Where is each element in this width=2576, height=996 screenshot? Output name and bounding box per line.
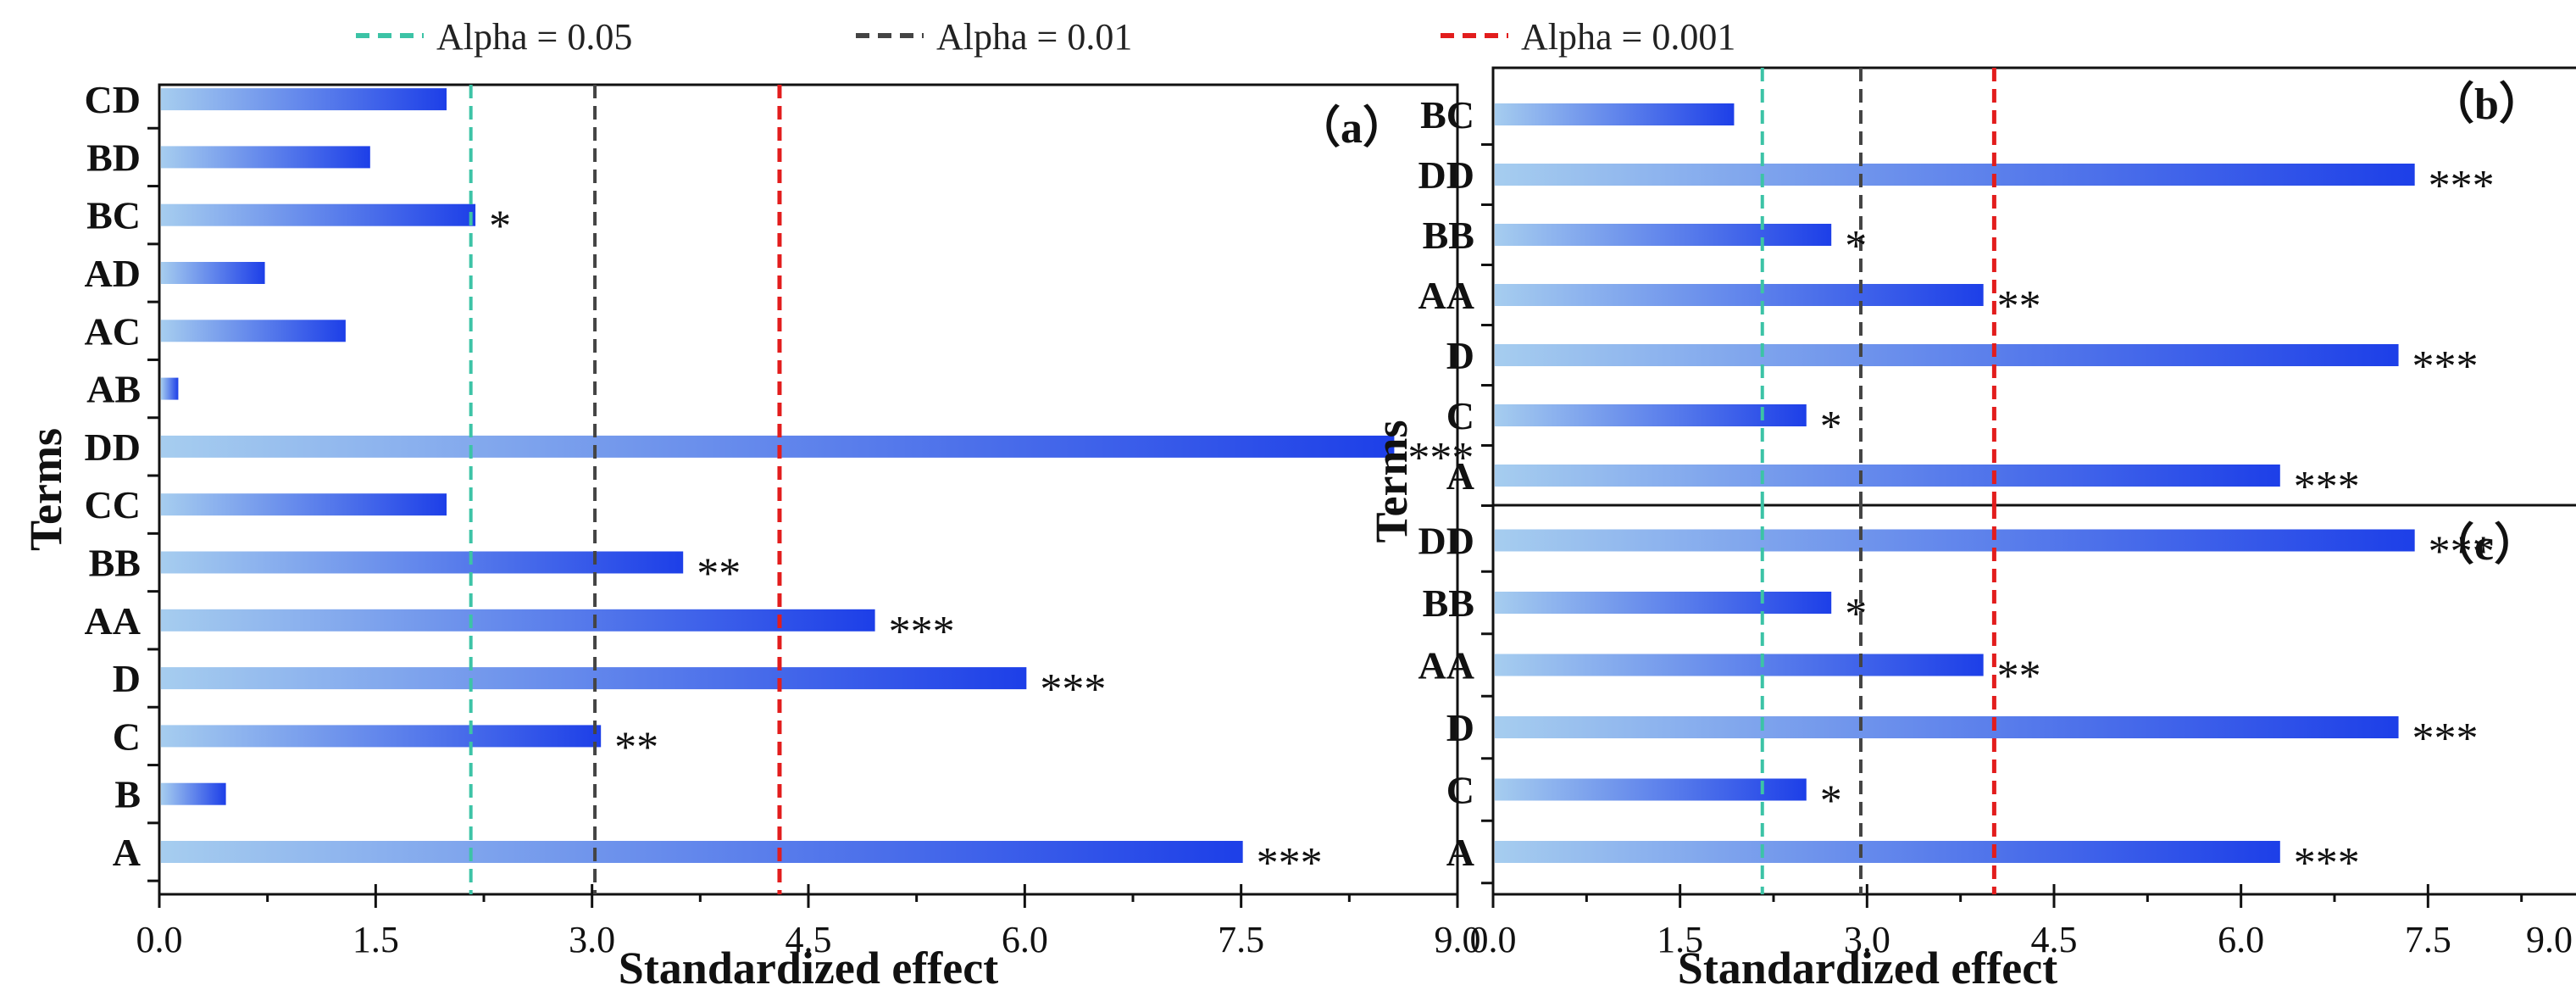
significance-label: ** [614, 723, 658, 771]
bar-dd [1495, 164, 2415, 186]
y-tick-label: C [1446, 769, 1474, 812]
y-tick-label: DD [1418, 153, 1474, 197]
y-tick-label: A [1446, 454, 1474, 498]
y-tick-label: D [1446, 334, 1474, 377]
significance-label: * [1845, 590, 1867, 638]
y-tick-label: AC [85, 309, 141, 353]
y-tick-label: AA [85, 599, 141, 643]
legend-label: Alpha = 0.01 [936, 16, 1132, 58]
bar-aa [161, 609, 875, 632]
bar-c [1495, 404, 1807, 426]
y-tick-label: BB [89, 542, 141, 585]
legend-label: Alpha = 0.05 [436, 16, 632, 58]
significance-label: * [489, 203, 511, 251]
y-tick-label: BB [1423, 214, 1474, 257]
significance-label: ** [1997, 282, 2041, 331]
x-tick-label: 0.0 [136, 919, 183, 960]
significance-label: ** [697, 550, 741, 598]
y-tick-label: DD [1418, 520, 1474, 563]
x-tick-label: 3.0 [1844, 919, 1890, 960]
significance-label: ** [1997, 653, 2041, 701]
significance-label: * [1845, 222, 1867, 270]
panel-a: 0.0 1.5 3.0 4.5 6.0 7.5 9.0ABCDAABBCCDDABACADB… [20, 78, 1481, 993]
y-tick-label: C [113, 715, 141, 758]
significance-label: *** [1407, 434, 1474, 482]
y-axis-title: Terms [1366, 420, 1417, 543]
legend-label: Alpha = 0.001 [1521, 16, 1735, 58]
x-tick-label: 0.0 [1470, 919, 1517, 960]
bar-dd [1495, 529, 2415, 552]
y-tick-label: B [114, 773, 141, 816]
bar-d [1495, 344, 2399, 366]
bar-bc [1495, 103, 1735, 125]
x-tick-label: 4.5 [786, 919, 832, 960]
y-tick-label: C [1446, 394, 1474, 437]
significance-label: *** [2294, 463, 2360, 511]
x-tick-label: 1.5 [1657, 919, 1703, 960]
bar-cd [161, 88, 447, 111]
bar-ac [161, 320, 346, 342]
y-tick-label: AB [86, 368, 141, 411]
x-tick-label: 6.0 [1002, 919, 1048, 960]
bar-ad [161, 262, 265, 284]
significance-label: *** [889, 608, 955, 656]
bar-c [161, 725, 602, 748]
x-axis-title: Standardized effect [619, 943, 998, 993]
x-tick-label: 3.0 [569, 919, 615, 960]
bar-a [161, 841, 1243, 863]
legend: Alpha = 0.05 Alpha = 0.01 Alpha = 0.001 [356, 16, 1735, 58]
bar-d [1495, 716, 2399, 738]
bar-bb [161, 551, 684, 574]
significance-label: *** [1040, 665, 1106, 714]
significance-label: *** [2412, 342, 2479, 391]
bar-a [1495, 465, 2280, 487]
y-tick-label: AA [1418, 274, 1474, 317]
x-tick-label: 6.0 [2218, 919, 2264, 960]
x-tick-label: 1.5 [353, 919, 399, 960]
bar-bd [161, 146, 370, 169]
y-tick-label: AD [85, 252, 141, 295]
y-tick-label: BC [86, 194, 141, 237]
panel-label-c: （c） [2430, 520, 2538, 570]
significance-label: *** [2429, 528, 2495, 576]
y-tick-label: CC [85, 483, 141, 526]
bar-a [1495, 841, 2280, 863]
significance-label: * [1820, 777, 1842, 826]
panel-bc: 0.0 1.5 3.0 4.5 6.0 7.5 9.0ACDAABBDDBC********… [1366, 66, 2576, 993]
significance-label: *** [1257, 839, 1323, 887]
bar-bb [1495, 592, 1832, 614]
y-tick-label: BC [1420, 93, 1474, 136]
x-tick-label: 9.0 [2526, 919, 2573, 960]
panel-label-b: （b） [2430, 80, 2543, 129]
x-tick-label: 9.0 [1435, 919, 1481, 960]
x-axis-title: Standardized effect [1678, 943, 2057, 993]
y-tick-label: BB [1423, 581, 1474, 625]
x-tick-label: 4.5 [2031, 919, 2078, 960]
y-tick-label: D [1446, 706, 1474, 749]
bar-bc [161, 203, 476, 226]
y-tick-label: CD [85, 78, 141, 121]
panel-label-a: （a） [1296, 103, 1407, 153]
significance-label: *** [2412, 715, 2479, 763]
bar-aa [1495, 654, 1984, 676]
x-tick-label: 7.5 [1218, 919, 1264, 960]
significance-label: *** [2429, 162, 2495, 210]
y-axis-title: Terms [20, 428, 71, 551]
bar-bb [1495, 224, 1832, 246]
y-tick-label: AA [1418, 644, 1474, 687]
bar-b [161, 782, 226, 805]
x-tick-label: 7.5 [2405, 919, 2451, 960]
bar-ab [161, 377, 179, 400]
bar-aa [1495, 284, 1984, 306]
y-tick-label: A [1446, 831, 1474, 874]
y-tick-label: DD [85, 426, 141, 469]
significance-label: * [1820, 403, 1842, 451]
y-tick-label: D [113, 657, 141, 700]
bar-c [1495, 778, 1807, 801]
y-tick-label: BD [86, 136, 141, 179]
significance-label: *** [2294, 839, 2360, 887]
bar-cc [161, 493, 447, 516]
y-tick-label: A [113, 831, 141, 874]
